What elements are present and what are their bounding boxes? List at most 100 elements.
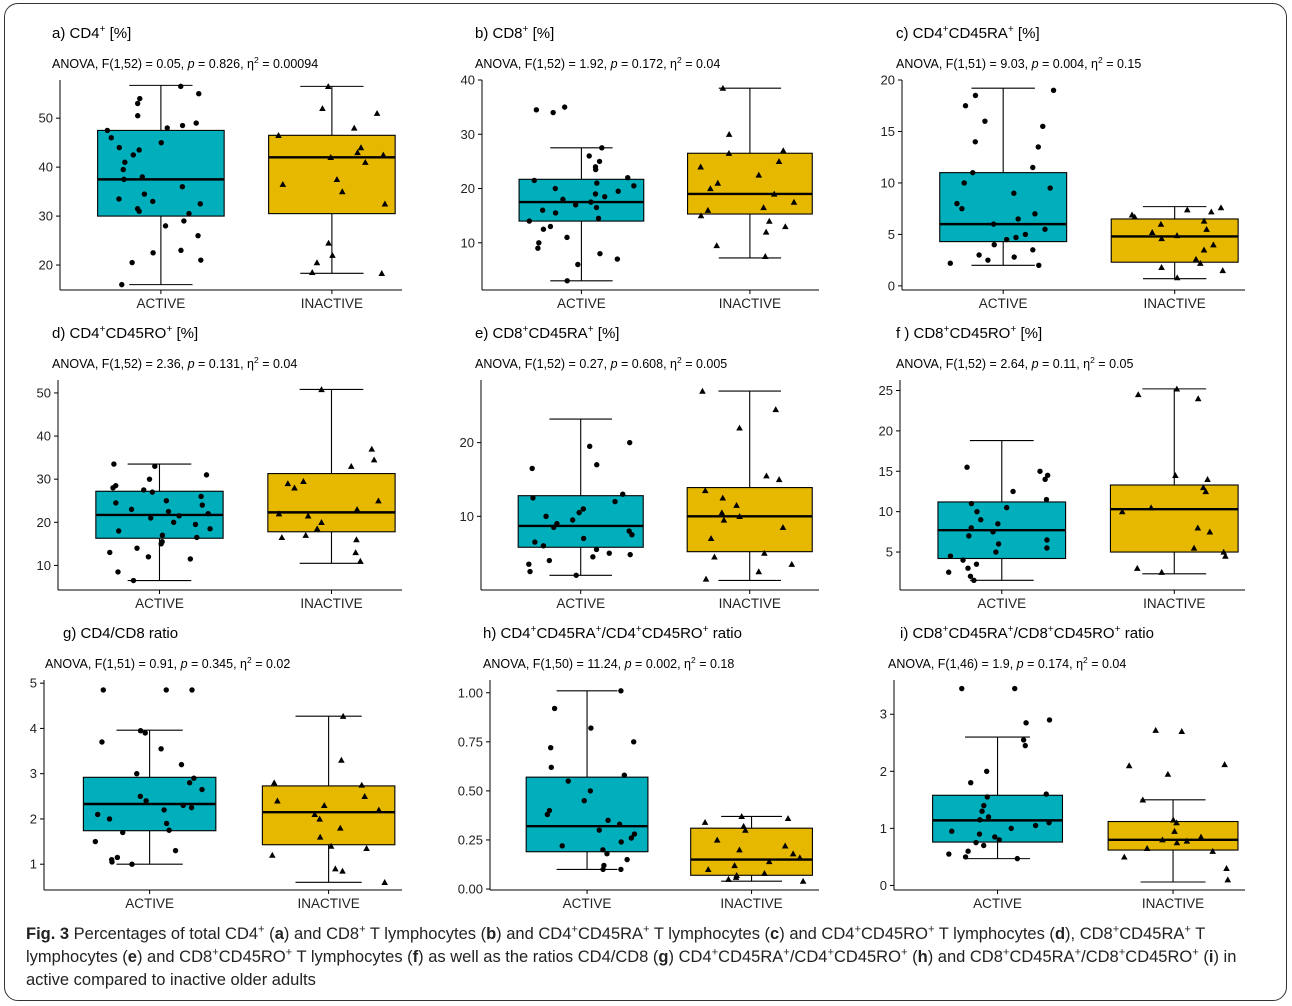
- data-point: [381, 200, 389, 207]
- box-active: [939, 87, 1068, 268]
- y-tick-label: 2: [30, 811, 37, 826]
- data-point: [529, 465, 535, 472]
- data-point: [115, 569, 121, 575]
- boxplot-f: 5 10 15 20 25 ACTIVE INACTIVE: [879, 380, 1245, 611]
- data-point: [572, 202, 579, 208]
- data-point: [150, 250, 156, 256]
- box-inactive: [261, 712, 396, 885]
- y-tick-label: 20: [461, 181, 475, 196]
- y-tick-label: 20: [39, 258, 53, 273]
- data-point: [207, 526, 213, 532]
- boxplot-i: 0 1 2 3 ACTIVE INACTIVE: [880, 680, 1245, 911]
- y-tick-label: 20: [37, 515, 51, 530]
- data-point: [697, 163, 704, 170]
- data-point: [548, 764, 554, 771]
- data-point: [762, 228, 770, 235]
- data-point: [1139, 796, 1147, 803]
- data-point: [1022, 742, 1028, 749]
- data-point: [1032, 822, 1039, 829]
- data-point: [111, 461, 117, 467]
- data-point: [279, 180, 287, 187]
- panel-title: a) CD4+ [%]: [52, 24, 132, 42]
- data-point: [197, 201, 203, 207]
- data-point: [1171, 827, 1178, 834]
- data-point: [770, 190, 778, 197]
- data-point: [358, 781, 366, 788]
- data-point: [631, 739, 637, 745]
- data-point: [179, 184, 186, 190]
- data-point: [782, 223, 789, 230]
- y-tick-label: 20: [881, 73, 895, 88]
- data-point: [532, 539, 538, 545]
- anova-statistic: ANOVA, F(1,46) = 1.9, p = 0.174, η2 = 0.…: [888, 654, 1127, 671]
- iqr-box: [268, 134, 396, 215]
- data-point: [586, 443, 593, 450]
- data-point: [325, 239, 332, 246]
- data-point: [755, 171, 763, 178]
- data-point: [363, 845, 370, 852]
- boxplot-a: 20 30 40 50 ACTIVE INACTIVE: [39, 80, 402, 311]
- data-point: [1224, 876, 1232, 883]
- data-point: [531, 177, 538, 184]
- data-point: [1036, 262, 1042, 268]
- data-point: [600, 847, 606, 853]
- box-active: [518, 104, 645, 284]
- box-active: [82, 687, 217, 867]
- data-point: [552, 210, 559, 216]
- data-point: [1044, 472, 1051, 479]
- box-active: [937, 440, 1067, 584]
- boxplot-e: 10 20 ACTIVE INACTIVE: [460, 380, 819, 611]
- data-point: [164, 125, 170, 131]
- data-point: [137, 95, 143, 102]
- data-point: [1159, 836, 1166, 843]
- data-point: [576, 509, 582, 516]
- data-point: [1043, 496, 1050, 503]
- data-point: [612, 498, 618, 505]
- data-point: [962, 854, 969, 860]
- data-point: [1014, 855, 1021, 862]
- data-point: [380, 151, 387, 158]
- data-point: [203, 472, 210, 478]
- data-point: [1204, 476, 1211, 482]
- data-point: [961, 180, 967, 186]
- data-point: [547, 223, 554, 230]
- data-point: [161, 807, 167, 813]
- data-point: [1207, 208, 1215, 215]
- data-point: [339, 867, 346, 874]
- data-point: [319, 105, 326, 112]
- data-point: [361, 793, 369, 799]
- data-point: [1003, 236, 1010, 243]
- data-point: [163, 498, 170, 504]
- data-point: [526, 218, 533, 224]
- data-point: [192, 521, 199, 528]
- data-point: [327, 842, 335, 849]
- data-point: [701, 487, 709, 494]
- data-point: [188, 804, 195, 811]
- data-point: [362, 158, 369, 165]
- data-point: [629, 532, 635, 538]
- data-point: [548, 745, 554, 751]
- data-point: [176, 513, 182, 519]
- data-point: [544, 811, 551, 818]
- data-point: [1046, 717, 1053, 723]
- data-point: [962, 103, 969, 109]
- data-point: [592, 166, 599, 173]
- data-point: [772, 406, 780, 413]
- box-inactive: [690, 813, 813, 884]
- data-point: [191, 775, 197, 781]
- data-point: [269, 851, 276, 858]
- data-point: [626, 439, 633, 446]
- data-point: [592, 191, 599, 197]
- data-point: [601, 193, 608, 200]
- y-tick-label: 0.75: [458, 734, 483, 749]
- data-point: [107, 549, 113, 556]
- data-point: [94, 811, 101, 818]
- data-point: [600, 866, 606, 873]
- data-point: [313, 259, 321, 266]
- data-point: [178, 83, 184, 90]
- data-point: [114, 854, 121, 861]
- data-point: [618, 688, 624, 694]
- x-tick-label: INACTIVE: [720, 896, 782, 911]
- data-point: [1152, 726, 1159, 733]
- box-inactive: [1107, 726, 1239, 883]
